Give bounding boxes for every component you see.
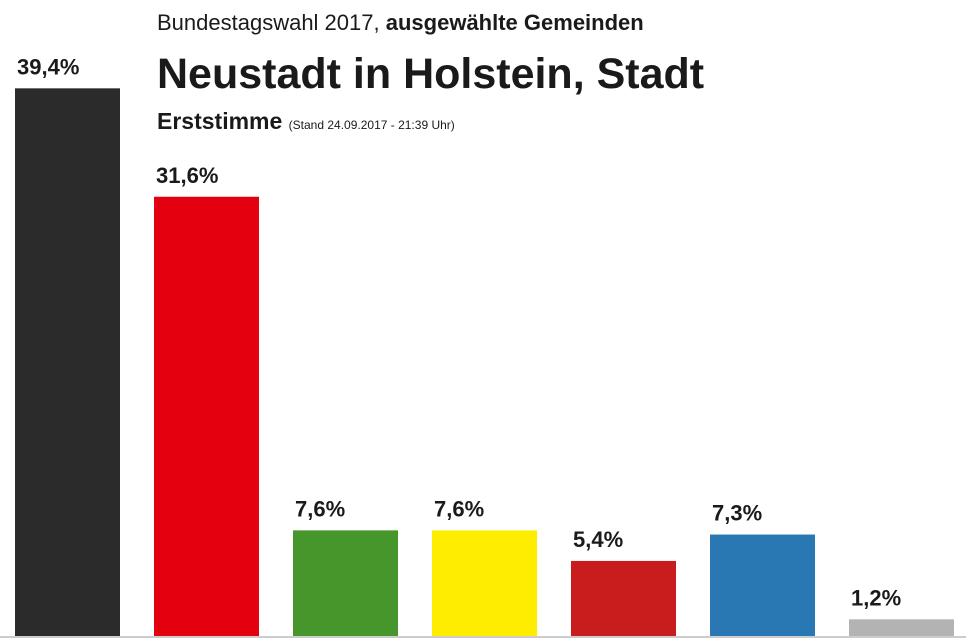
bar xyxy=(154,196,259,636)
subtitle: Erststimme (Stand 24.09.2017 - 21:39 Uhr… xyxy=(157,108,455,134)
bar xyxy=(571,560,676,636)
bar xyxy=(293,530,398,636)
value-label: 39,4% xyxy=(17,54,79,79)
subtitle-note: (Stand 24.09.2017 - 21:39 Uhr) xyxy=(289,118,455,132)
chart-title: Neustadt in Holstein, Stadt xyxy=(157,50,704,98)
value-label: 1,2% xyxy=(851,585,901,610)
subtitle-text: Erststimme xyxy=(157,108,282,134)
supertitle-text: Bundestagswahl 2017, xyxy=(157,10,380,35)
value-label: 31,6% xyxy=(156,163,218,188)
bar xyxy=(849,619,954,636)
value-label: 7,6% xyxy=(295,496,345,521)
supertitle: Bundestagswahl 2017, ausgewählte Gemeind… xyxy=(157,10,644,35)
value-label: 7,6% xyxy=(434,496,484,521)
value-label: 7,3% xyxy=(712,501,762,526)
bar xyxy=(710,534,815,636)
supertitle-bold: ausgewählte Gemeinden xyxy=(386,10,644,35)
value-label: 5,4% xyxy=(573,527,623,552)
bar xyxy=(432,530,537,636)
bar xyxy=(15,88,120,637)
